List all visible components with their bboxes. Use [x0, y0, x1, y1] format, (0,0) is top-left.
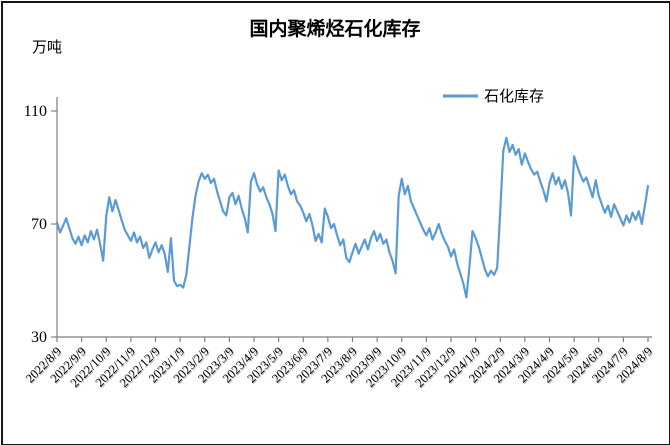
chart-title: 国内聚烯烃石化库存: [249, 17, 420, 40]
legend-series-label: 石化库存: [484, 88, 544, 105]
y-tick-label-110: 110: [24, 103, 47, 120]
x-axis-ticks: [56, 337, 649, 342]
y-tick-label-70: 70: [31, 216, 47, 233]
series-line-petrochemical-inventory: [55, 136, 650, 299]
y-tick-label-30: 30: [31, 329, 47, 346]
legend: 石化库存: [443, 88, 544, 105]
y-axis-ticks: [51, 110, 57, 338]
x-axis-labels: 2022/8/92022/9/92022/10/92022/11/92022/1…: [23, 344, 655, 390]
y-axis-unit-label: 万吨: [32, 39, 62, 56]
